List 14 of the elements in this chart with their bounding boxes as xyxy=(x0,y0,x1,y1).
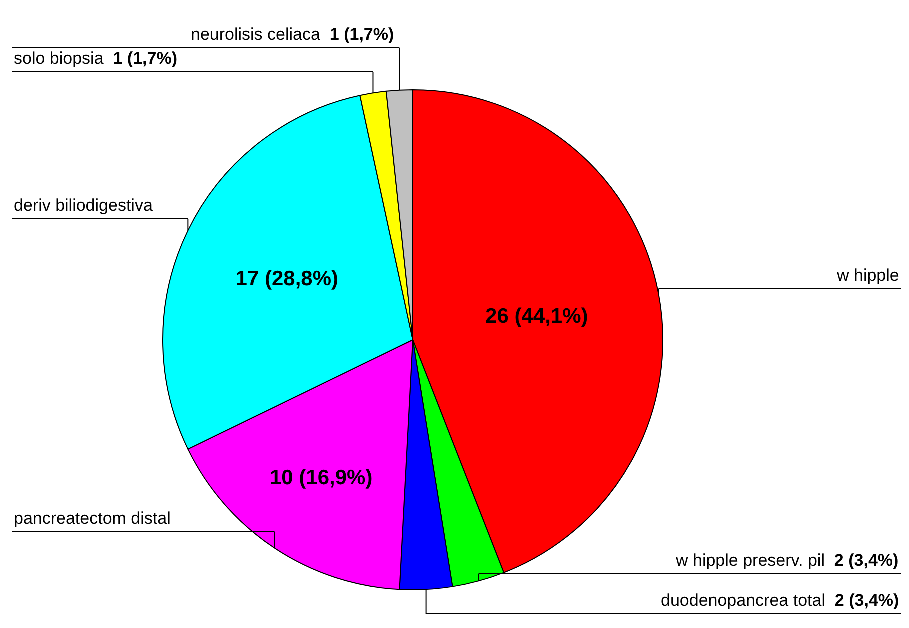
slice-label: solo biopsia xyxy=(14,49,104,68)
slice-label: pancreatectom distal xyxy=(14,509,171,528)
data-label: 2 (3,4%) xyxy=(834,551,899,570)
slice-label: neurolisis celiaca xyxy=(191,25,320,44)
slice-label: w hipple preserv. pil xyxy=(676,551,825,570)
data-label: 2 (3,4%) xyxy=(834,591,900,610)
data-label: 10 (16,9%) xyxy=(270,466,373,490)
data-label: 17 (28,8%) xyxy=(236,267,339,290)
slice-label: deriv biliodigestiva xyxy=(14,196,154,215)
data-label: 1 (1,7%) xyxy=(330,25,394,44)
slice-label: duodenopancrea total xyxy=(661,591,826,610)
data-label: 1 (1,7%) xyxy=(113,49,178,68)
slice-label: w hipple xyxy=(836,266,900,285)
data-label: 26 (44,1%) xyxy=(486,305,588,328)
